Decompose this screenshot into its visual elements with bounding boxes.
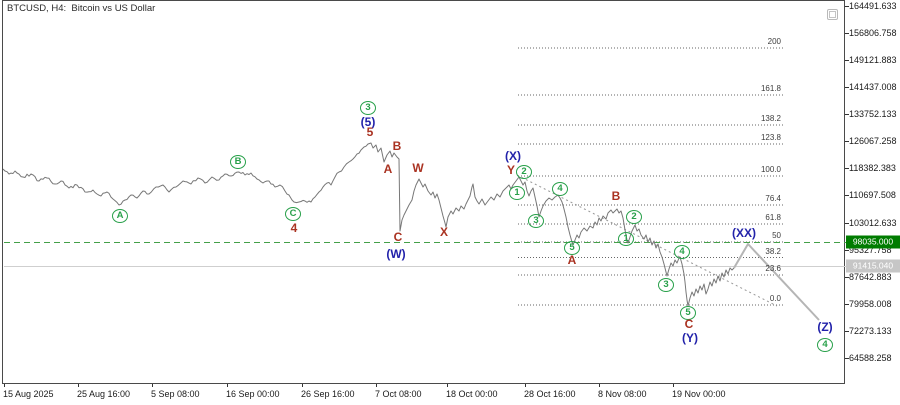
wave-label: A <box>383 162 393 176</box>
price-axis-tick <box>845 168 849 170</box>
time-axis-label: 7 Oct 08:00 <box>375 389 422 399</box>
wave-label: (Y) <box>682 331 698 345</box>
fib-level-label: 161.8 <box>760 84 781 93</box>
price-axis-label: 156806.758 <box>849 28 897 39</box>
time-axis-label: 15 Aug 2025 <box>3 389 54 399</box>
fib-level-label: 38.2 <box>765 246 781 256</box>
time-axis-label: 5 Sep 08:00 <box>151 389 200 399</box>
price-axis-tick <box>845 141 849 143</box>
price-axis-tick <box>845 249 849 251</box>
wave-label-circled: 3 <box>528 214 544 228</box>
time-axis-tick <box>227 384 228 387</box>
chart-plot-area[interactable] <box>2 0 846 384</box>
time-axis-tick <box>525 384 526 387</box>
wave-label-circled: 4 <box>552 182 568 196</box>
fib-level-label: 138.2 <box>760 114 781 123</box>
price-axis-label: 87642.883 <box>849 271 892 282</box>
wave-label: W <box>412 161 424 175</box>
wave-label: (X) <box>505 149 521 163</box>
wave-label: B <box>392 139 402 153</box>
wave-label-circled: 3 <box>360 101 376 115</box>
wave-label-circled: A <box>112 209 128 223</box>
time-axis-tick <box>376 384 377 387</box>
time-axis-label: 8 Nov 08:00 <box>598 389 647 399</box>
bid-price-tag: 91415.040 <box>846 259 900 272</box>
time-axis-label: 18 Oct 00:00 <box>446 389 498 399</box>
time-axis-tick <box>447 384 448 387</box>
wave-label-circled: 4 <box>674 245 690 259</box>
wave-label: 4 <box>290 221 298 235</box>
corner-icon-glyph <box>829 11 836 18</box>
wave-label: C <box>393 230 403 244</box>
wave-label: (XX) <box>732 226 756 240</box>
fib-level-label: 123.8 <box>760 133 781 142</box>
price-chart-canvas <box>3 47 846 321</box>
wave-label: C <box>684 317 694 331</box>
fib-level-label: 76.4 <box>765 194 781 203</box>
chart-title: BTCUSD, H4: Bitcoin vs US Dollar <box>7 3 156 14</box>
wave-label-circled: 1 <box>618 232 634 246</box>
price-axis-label: 64588.258 <box>849 352 892 363</box>
wave-label-circled: B <box>230 155 246 169</box>
current-price-tag: 98035.000 <box>846 235 900 248</box>
wave-label: B <box>611 189 621 203</box>
time-axis-tick <box>152 384 153 387</box>
price-axis-label: 126067.258 <box>849 136 897 147</box>
time-axis-tick <box>78 384 79 387</box>
fib-level-label: 61.8 <box>765 213 781 222</box>
wave-label-circled: 5 <box>564 241 580 255</box>
wave-label-circled: 4 <box>817 338 833 352</box>
wave-label-circled: C <box>285 207 301 221</box>
price-axis-tick <box>845 60 849 62</box>
time-axis-label: 28 Oct 16:00 <box>524 389 576 399</box>
price-axis-tick <box>845 276 849 278</box>
price-axis-label: 149121.883 <box>849 55 897 66</box>
wave-label: A <box>567 253 577 267</box>
price-axis-label: 95327.758 <box>849 244 892 255</box>
wave-label: (W) <box>386 247 406 261</box>
wave-label: (5) <box>360 115 376 129</box>
time-axis-tick <box>599 384 600 387</box>
wave-label: 5 <box>366 125 374 139</box>
price-axis-tick <box>845 195 849 197</box>
wave-label: (Z) <box>817 320 833 334</box>
wave-label: Y <box>506 163 516 177</box>
chart-corner-icon <box>827 9 838 20</box>
price-axis-label: 79958.008 <box>849 298 892 309</box>
fib-level-label: 100.0 <box>760 165 781 174</box>
price-axis-label: 118382.383 <box>849 163 896 174</box>
wave-label-circled: 2 <box>516 165 532 179</box>
time-axis-tick <box>4 384 5 387</box>
fib-level-label: 200 <box>767 37 781 46</box>
price-axis-tick <box>845 6 849 7</box>
fib-level-label: 50 <box>772 231 781 240</box>
price-axis-label: 141437.008 <box>849 82 897 93</box>
price-axis-tick <box>845 357 849 359</box>
time-axis-label: 25 Aug 16:00 <box>77 389 131 399</box>
price-axis-label: 103012.633 <box>849 217 897 228</box>
wave-label-circled: 1 <box>509 186 525 200</box>
price-axis-tick <box>845 222 849 224</box>
time-axis-tick <box>673 384 674 387</box>
price-axis-tick <box>845 114 849 116</box>
price-axis-label: 133752.133 <box>849 109 897 120</box>
wave-label-circled: 3 <box>658 278 674 292</box>
fib-level-label: 23.6 <box>765 264 781 273</box>
time-axis-tick <box>302 384 303 387</box>
price-axis-tick <box>845 303 849 305</box>
price-axis-label: 164491.633 <box>849 1 897 11</box>
wave-label-circled: 2 <box>626 210 642 224</box>
price-axis-label: 110697.508 <box>849 190 896 201</box>
price-axis-tick <box>845 330 849 332</box>
time-axis-label: 19 Nov 00:00 <box>672 389 726 399</box>
wave-label: X <box>439 225 449 239</box>
fib-level-label: 0.0 <box>769 294 781 303</box>
time-axis-label: 16 Sep 00:00 <box>226 389 280 399</box>
price-axis-label: 72273.133 <box>849 325 892 336</box>
price-axis-tick <box>845 33 849 35</box>
wave-label-circled: 5 <box>680 306 696 320</box>
price-axis-tick <box>845 87 849 89</box>
time-axis-label: 26 Sep 16:00 <box>301 389 355 399</box>
